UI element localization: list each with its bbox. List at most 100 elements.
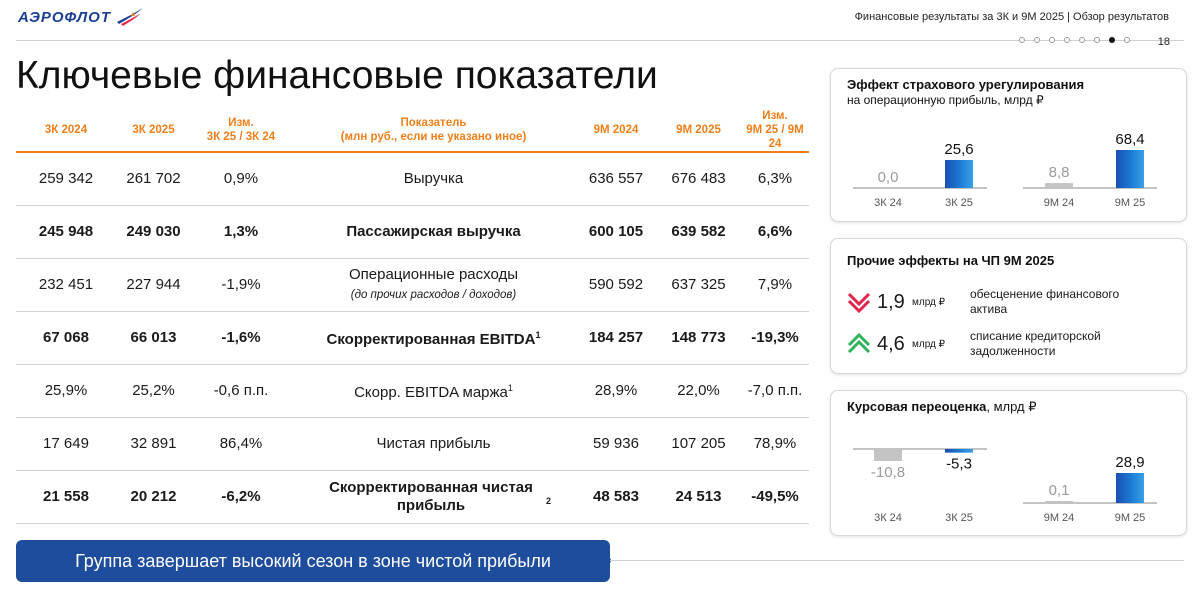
col-header-indicator-line1: Показатель — [400, 116, 467, 129]
insurance-card-subtitle: на операционную прибыль, млрд ₽ — [847, 93, 1044, 107]
footnote-mark: 1 — [535, 330, 541, 340]
cell-m-change: -49,5% — [741, 470, 809, 524]
cell-m2024: 59 936 — [576, 417, 656, 471]
category-label: 9М 24 — [1044, 512, 1075, 524]
table-row: 21 558 20 212 -6,2% Скорректированная чиста… — [16, 470, 809, 524]
cell-m2025: 676 483 — [656, 152, 741, 206]
pager-dot[interactable] — [1019, 37, 1025, 43]
category-label: 3К 24 — [874, 512, 902, 524]
aeroflot-logo: АЭРОФЛОТ — [18, 6, 145, 28]
bar-value-label: 28,9 — [1115, 454, 1144, 471]
cell-q2024: 232 451 — [16, 258, 116, 312]
col-header-m-change: Изм. 9М 25 / 9М 24 — [741, 108, 809, 153]
fx-card-title: Курсовая переоценка, млрд ₽ — [847, 399, 1037, 415]
kpi-table: 3К 2024 3К 2025 Изм. 3К 25 / 3К 24 Показ… — [16, 108, 809, 524]
effect-description: обесценение финансового актива — [970, 287, 1120, 316]
effect-value: 4,6 — [877, 332, 905, 355]
indicator-name: Чистая прибыль — [376, 434, 491, 452]
indicator-cell: Скорректированная чистая прибыль 2 — [291, 470, 576, 524]
cell-m2024: 48 583 — [576, 470, 656, 524]
wings-logo-icon — [117, 8, 144, 26]
fx-card-title-text: Курсовая переоценка — [847, 399, 987, 414]
fx-revaluation-chart: -10,8 3К 24 -5,3 3К 25 0,1 9М 24 28,9 9М 25 — [853, 448, 1157, 524]
cell-q2024: 245 948 — [16, 205, 116, 259]
header-title: Финансовые результаты за 3К и 9М 2025 | … — [854, 11, 1169, 23]
effect-unit: млрд ₽ — [912, 296, 946, 308]
conclusion-banner: Группа завершает высокий сезон в зоне чи… — [16, 540, 610, 582]
double-chevron-down-icon — [847, 292, 871, 313]
cell-m-change: 6,6% — [741, 205, 809, 259]
bar-value-label: -10,8 — [871, 464, 905, 481]
cell-q2025: 249 030 — [116, 205, 191, 259]
cell-q2025: 261 702 — [116, 152, 191, 206]
cell-m-change: -7,0 п.п. — [741, 364, 809, 418]
cell-q2024: 25,9% — [16, 364, 116, 418]
chart-bar — [1045, 183, 1073, 188]
table-row: 25,9% 25,2% -0,6 п.п. Скорр. EBITDA маржа1 2… — [16, 364, 809, 418]
chart-bar — [1045, 501, 1073, 503]
insurance-effect-card: Эффект страхового урегулирования на опер… — [830, 68, 1187, 222]
pager-dot[interactable] — [1034, 37, 1040, 43]
col-header-indicator-line2: (млн руб., если не указано иное) — [340, 130, 527, 143]
indicator-name: Выручка — [403, 169, 464, 187]
effect-unit: млрд ₽ — [912, 338, 946, 350]
category-label: 3К 24 — [874, 197, 902, 209]
indicator-name: Скорр. EBITDA маржа — [354, 384, 508, 401]
kpi-table-body: 259 342 261 702 0,9% Выручка 636 557 676 483 6… — [16, 152, 809, 524]
col-header-q2024: 3К 2024 — [16, 108, 116, 153]
effect-value: 1,9 — [877, 290, 905, 313]
fx-card-title-unit: , млрд ₽ — [986, 399, 1037, 414]
footnote-mark: 1 — [507, 383, 513, 393]
footnote-mark: 2 — [545, 495, 551, 506]
pager-dot[interactable] — [1064, 37, 1070, 43]
indicator-cell: Чистая прибыль — [291, 417, 576, 471]
fx-revaluation-card: Курсовая переоценка, млрд ₽ -10,8 3К 24 -5… — [830, 390, 1187, 536]
chart-bar — [1116, 473, 1144, 503]
header-divider — [16, 40, 1184, 41]
cell-m2024: 590 592 — [576, 258, 656, 312]
pager-dot[interactable] — [1049, 37, 1055, 43]
cell-m2024: 636 557 — [576, 152, 656, 206]
table-row: 232 451 227 944 -1,9% Операционные расходы (… — [16, 258, 809, 312]
cell-q2025: 66 013 — [116, 311, 191, 365]
cell-q2025: 20 212 — [116, 470, 191, 524]
cell-m2025: 637 325 — [656, 258, 741, 312]
indicator-name: Скорректированная чистая прибыль — [329, 478, 533, 514]
cell-q-change: -1,9% — [191, 258, 291, 312]
bar-value-label: -5,3 — [946, 456, 972, 473]
indicator-name: Операционные расходы — [348, 265, 519, 283]
cell-m-change: 78,9% — [741, 417, 809, 471]
category-label: 9М 25 — [1115, 197, 1146, 209]
insurance-effect-chart: 0,0 3К 24 25,6 3К 25 8,8 9М 24 68,4 9М 25 — [853, 131, 1157, 209]
col-header-m-change-line1: Изм. — [762, 109, 788, 122]
col-header-q-change: Изм. 3К 25 / 3К 24 — [191, 108, 291, 153]
slide-pager[interactable] — [1019, 37, 1130, 43]
pager-dot[interactable] — [1109, 37, 1115, 43]
category-label: 9М 25 — [1115, 512, 1146, 524]
indicator-cell: Скорр. EBITDA маржа1 — [291, 364, 576, 418]
logo-text: АЭРОФЛОТ — [18, 8, 112, 26]
col-header-m2024: 9М 2024 — [576, 108, 656, 153]
table-header-row: 3К 2024 3К 2025 Изм. 3К 25 / 3К 24 Показ… — [16, 108, 809, 153]
table-row: 17 649 32 891 86,4% Чистая прибыль 59 936 107… — [16, 417, 809, 471]
cell-m-change: -19,3% — [741, 311, 809, 365]
table-row: 245 948 249 030 1,3% Пассажирская выручка 60… — [16, 205, 809, 259]
pager-dot[interactable] — [1124, 37, 1130, 43]
table-row: 259 342 261 702 0,9% Выручка 636 557 676 483 6… — [16, 152, 809, 206]
banner-divider — [610, 560, 1184, 561]
col-header-q-change-line1: Изм. — [228, 116, 254, 129]
cell-q-change: -6,2% — [191, 470, 291, 524]
cell-m2024: 600 105 — [576, 205, 656, 259]
pager-dot[interactable] — [1094, 37, 1100, 43]
chart-bar — [874, 449, 902, 461]
col-header-q2025: 3К 2025 — [116, 108, 191, 153]
effect-item: 1,9 млрд ₽ обесценение финансового актива — [847, 287, 1145, 317]
cell-q2024: 21 558 — [16, 470, 116, 524]
bar-value-label: 25,6 — [944, 141, 973, 158]
double-chevron-up-icon — [847, 333, 871, 354]
cell-m-change: 6,3% — [741, 152, 809, 206]
indicator-name: Скорректированная EBITDA — [326, 331, 536, 348]
other-effects-card: Прочие эффекты на ЧП 9М 2025 1,9 млрд ₽ об… — [830, 238, 1187, 374]
effect-description: списание кредиторской задолженности — [970, 329, 1101, 358]
pager-dot[interactable] — [1079, 37, 1085, 43]
